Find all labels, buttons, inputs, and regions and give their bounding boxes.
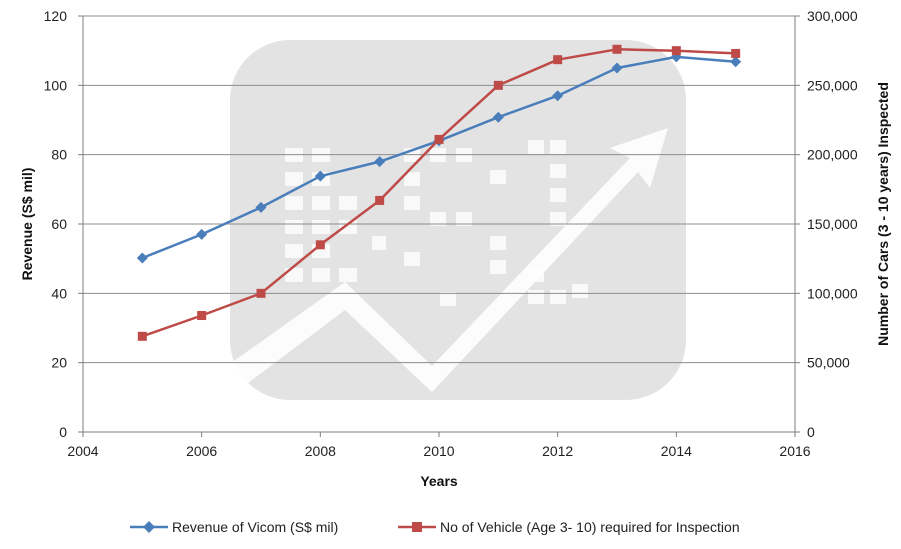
data-point-square xyxy=(553,55,563,65)
legend-square-marker-icon xyxy=(412,522,422,532)
y-right-tick-label: 150,000 xyxy=(807,216,858,232)
data-point-square xyxy=(315,240,325,250)
data-point-diamond xyxy=(314,170,326,182)
x-tick-label: 2016 xyxy=(779,443,810,459)
data-point-diamond xyxy=(611,62,623,74)
x-axis-ticks: 2004 2006 2008 2010 2012 2014 2016 xyxy=(67,432,811,459)
chart-series xyxy=(136,44,742,341)
data-point-square xyxy=(197,311,207,321)
x-tick-label: 2008 xyxy=(305,443,336,459)
data-point-square xyxy=(434,134,444,144)
data-point-square xyxy=(137,331,147,341)
data-point-diamond xyxy=(255,201,267,213)
legend-item-vehicles: No of Vehicle (Age 3- 10) required for I… xyxy=(398,519,740,535)
chart-legend: Revenue of Vicom (S$ mil) No of Vehicle … xyxy=(130,519,740,535)
chart-gridlines xyxy=(83,15,795,364)
data-point-diamond xyxy=(730,56,742,68)
y-right-tick-label: 0 xyxy=(807,424,815,440)
data-point-diamond xyxy=(196,228,208,240)
data-point-diamond xyxy=(492,111,504,123)
x-tick-label: 2004 xyxy=(67,443,98,459)
y-left-tick-label: 100 xyxy=(44,77,68,93)
x-axis-title: Years xyxy=(420,473,458,489)
y-left-tick-label: 60 xyxy=(51,216,67,232)
data-point-square xyxy=(256,288,266,298)
y-left-tick-label: 40 xyxy=(51,285,67,301)
y-axis-left-ticks: 0 20 40 60 80 100 120 xyxy=(44,8,83,440)
x-tick-label: 2006 xyxy=(186,443,217,459)
y-left-tick-label: 20 xyxy=(51,355,67,371)
data-point-square xyxy=(375,195,385,205)
legend-label-revenue: Revenue of Vicom (S$ mil) xyxy=(172,519,338,535)
y-left-tick-label: 120 xyxy=(44,8,68,24)
y-axis-right-ticks: 0 50,000 100,000 150,000 200,000 250,000 300,0… xyxy=(795,8,858,440)
y-axis-left-title: Revenue (S$ mil) xyxy=(19,168,35,281)
x-tick-label: 2014 xyxy=(661,443,692,459)
x-tick-label: 2010 xyxy=(423,443,454,459)
data-point-diamond xyxy=(374,156,386,168)
y-right-tick-label: 300,000 xyxy=(807,8,858,24)
y-right-tick-label: 100,000 xyxy=(807,285,858,301)
y-right-tick-label: 250,000 xyxy=(807,77,858,93)
legend-label-vehicles: No of Vehicle (Age 3- 10) required for I… xyxy=(440,519,740,535)
x-tick-label: 2012 xyxy=(542,443,573,459)
data-point-diamond xyxy=(552,90,564,102)
data-point-square xyxy=(612,44,622,54)
y-right-tick-label: 50,000 xyxy=(807,355,850,371)
chart-watermark-icon xyxy=(210,40,686,400)
data-point-diamond xyxy=(136,252,148,264)
data-point-square xyxy=(731,48,741,58)
y-right-tick-label: 200,000 xyxy=(807,147,858,163)
y-axis-right-title: Number of Cars (3 - 10 years) Inspected xyxy=(875,82,891,346)
data-point-square xyxy=(493,80,503,90)
legend-item-revenue: Revenue of Vicom (S$ mil) xyxy=(130,519,338,535)
y-left-tick-label: 80 xyxy=(51,147,67,163)
legend-diamond-marker-icon xyxy=(143,521,155,533)
data-point-square xyxy=(671,46,681,56)
y-left-tick-label: 0 xyxy=(59,424,67,440)
